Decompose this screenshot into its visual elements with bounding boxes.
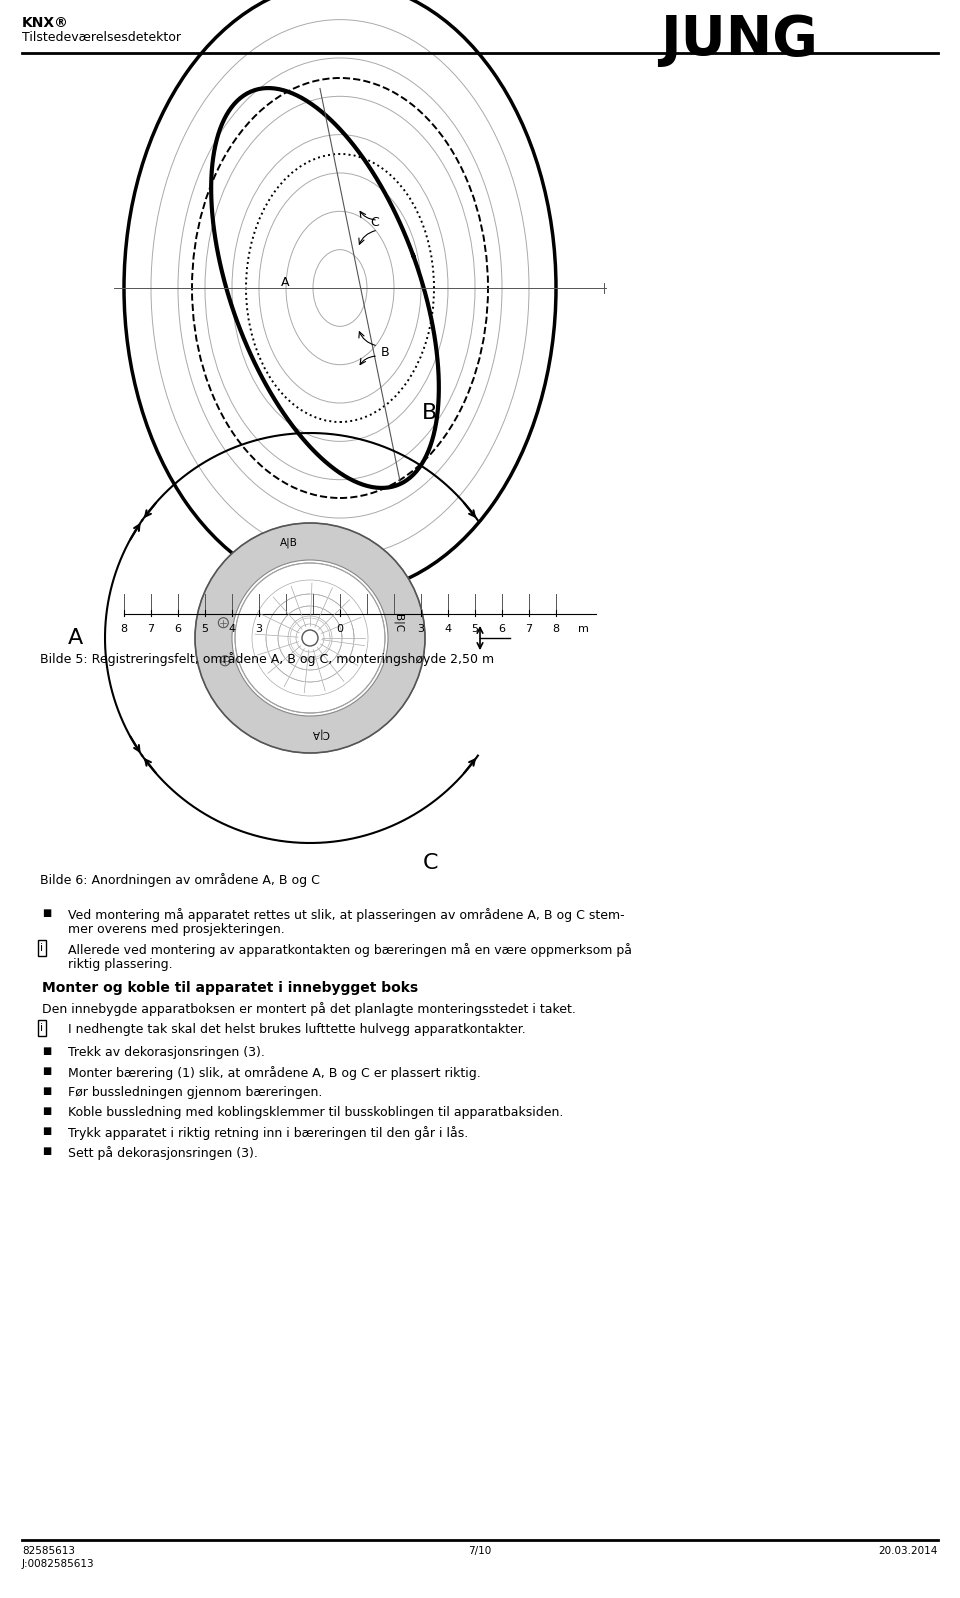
Text: ■: ■ bbox=[42, 1146, 51, 1155]
Text: 0: 0 bbox=[337, 623, 344, 634]
Text: A: A bbox=[67, 628, 83, 649]
Text: A: A bbox=[280, 276, 289, 289]
Text: B: B bbox=[381, 347, 390, 360]
Text: 4: 4 bbox=[228, 623, 235, 634]
Text: ■: ■ bbox=[42, 1106, 51, 1115]
Text: 4: 4 bbox=[444, 623, 451, 634]
Text: B: B bbox=[422, 403, 438, 423]
Text: Trekk av dekorasjonsringen (3).: Trekk av dekorasjonsringen (3). bbox=[68, 1047, 265, 1059]
Text: Den innebygde apparatboksen er montert på det planlagte monteringsstedet i taket: Den innebygde apparatboksen er montert p… bbox=[42, 1002, 576, 1016]
Text: 82585613
J:0082585613: 82585613 J:0082585613 bbox=[22, 1545, 95, 1569]
Text: 6: 6 bbox=[175, 623, 181, 634]
Circle shape bbox=[232, 559, 388, 716]
Text: Bilde 5: Registreringsfelt, områdene A, B og C, monteringshøyde 2,50 m: Bilde 5: Registreringsfelt, områdene A, … bbox=[40, 652, 494, 666]
Text: Ved montering må apparatet rettes ut slik, at plasseringen av områdene A, B og C: Ved montering må apparatet rettes ut sli… bbox=[68, 908, 625, 922]
Text: I nedhengte tak skal det helst brukes lufttette hulvegg apparatkontakter.: I nedhengte tak skal det helst brukes lu… bbox=[68, 1023, 526, 1036]
Text: 7: 7 bbox=[525, 623, 533, 634]
Text: ■: ■ bbox=[42, 1127, 51, 1136]
Text: 8: 8 bbox=[552, 623, 560, 634]
Text: ■: ■ bbox=[42, 1047, 51, 1056]
Text: i: i bbox=[40, 1023, 43, 1032]
Text: Tilstedeværelsesdetektor: Tilstedeværelsesdetektor bbox=[22, 30, 181, 45]
Circle shape bbox=[195, 523, 425, 753]
Text: Monter og koble til apparatet i innebygget boks: Monter og koble til apparatet i innebygg… bbox=[42, 981, 419, 996]
Text: i: i bbox=[40, 943, 43, 952]
Text: C: C bbox=[422, 853, 438, 873]
Text: A|B: A|B bbox=[280, 537, 298, 548]
Text: Trykk apparatet i riktig retning inn i bæreringen til den går i lås.: Trykk apparatet i riktig retning inn i b… bbox=[68, 1127, 468, 1139]
Text: ■: ■ bbox=[42, 1087, 51, 1096]
Text: Før bussledningen gjennom bæreringen.: Før bussledningen gjennom bæreringen. bbox=[68, 1087, 323, 1099]
Text: 3: 3 bbox=[255, 623, 262, 634]
Text: B|C: B|C bbox=[393, 614, 403, 633]
Text: KNX®: KNX® bbox=[22, 16, 69, 30]
Text: ■: ■ bbox=[42, 1066, 51, 1075]
Text: Monter bærering (1) slik, at områdene A, B og C er plassert riktig.: Monter bærering (1) slik, at områdene A,… bbox=[68, 1066, 481, 1080]
Text: Allerede ved montering av apparatkontakten og bæreringen må en være oppmerksom p: Allerede ved montering av apparatkontakt… bbox=[68, 943, 632, 957]
Text: ■: ■ bbox=[42, 908, 51, 917]
Text: riktig plassering.: riktig plassering. bbox=[68, 957, 173, 972]
Text: JUNG: JUNG bbox=[660, 13, 818, 67]
Text: Sett på dekorasjonsringen (3).: Sett på dekorasjonsringen (3). bbox=[68, 1146, 258, 1160]
Text: 8: 8 bbox=[120, 623, 128, 634]
Text: 5: 5 bbox=[202, 623, 208, 634]
Text: Koble bussledning med koblingsklemmer til busskoblingen til apparatbaksiden.: Koble bussledning med koblingsklemmer ti… bbox=[68, 1106, 564, 1119]
Text: mer overens med prosjekteringen.: mer overens med prosjekteringen. bbox=[68, 924, 285, 936]
Text: 7: 7 bbox=[148, 623, 155, 634]
Circle shape bbox=[235, 562, 385, 713]
Text: 6: 6 bbox=[498, 623, 506, 634]
Text: 3: 3 bbox=[418, 623, 424, 634]
Text: C: C bbox=[371, 216, 379, 230]
Text: 20.03.2014: 20.03.2014 bbox=[878, 1545, 938, 1556]
Text: m: m bbox=[578, 623, 588, 634]
Text: 5: 5 bbox=[471, 623, 478, 634]
Text: C|A: C|A bbox=[311, 729, 329, 738]
Text: Bilde 6: Anordningen av områdene A, B og C: Bilde 6: Anordningen av områdene A, B og… bbox=[40, 873, 320, 887]
Text: 7/10: 7/10 bbox=[468, 1545, 492, 1556]
Circle shape bbox=[302, 630, 318, 646]
